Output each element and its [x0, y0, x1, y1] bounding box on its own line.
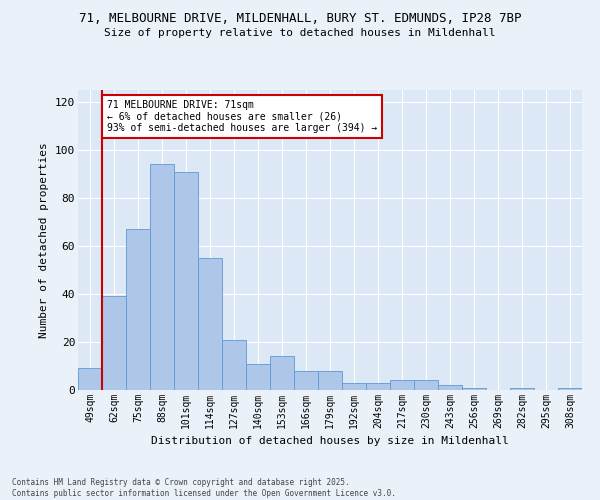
- Bar: [342, 383, 366, 390]
- Y-axis label: Number of detached properties: Number of detached properties: [40, 142, 49, 338]
- Bar: [150, 164, 174, 390]
- Bar: [438, 385, 462, 390]
- Bar: [78, 368, 102, 390]
- Text: Size of property relative to detached houses in Mildenhall: Size of property relative to detached ho…: [104, 28, 496, 38]
- Text: 71 MELBOURNE DRIVE: 71sqm
← 6% of detached houses are smaller (26)
93% of semi-d: 71 MELBOURNE DRIVE: 71sqm ← 6% of detach…: [107, 100, 377, 133]
- Bar: [102, 296, 126, 390]
- Text: Contains HM Land Registry data © Crown copyright and database right 2025.
Contai: Contains HM Land Registry data © Crown c…: [12, 478, 396, 498]
- X-axis label: Distribution of detached houses by size in Mildenhall: Distribution of detached houses by size …: [151, 436, 509, 446]
- Bar: [270, 356, 294, 390]
- Bar: [462, 388, 486, 390]
- Bar: [246, 364, 270, 390]
- Text: 71, MELBOURNE DRIVE, MILDENHALL, BURY ST. EDMUNDS, IP28 7BP: 71, MELBOURNE DRIVE, MILDENHALL, BURY ST…: [79, 12, 521, 26]
- Bar: [414, 380, 438, 390]
- Bar: [558, 388, 582, 390]
- Bar: [366, 383, 390, 390]
- Bar: [198, 258, 222, 390]
- Bar: [222, 340, 246, 390]
- Bar: [510, 388, 534, 390]
- Bar: [126, 229, 150, 390]
- Bar: [390, 380, 414, 390]
- Bar: [294, 371, 318, 390]
- Bar: [318, 371, 342, 390]
- Bar: [174, 172, 198, 390]
